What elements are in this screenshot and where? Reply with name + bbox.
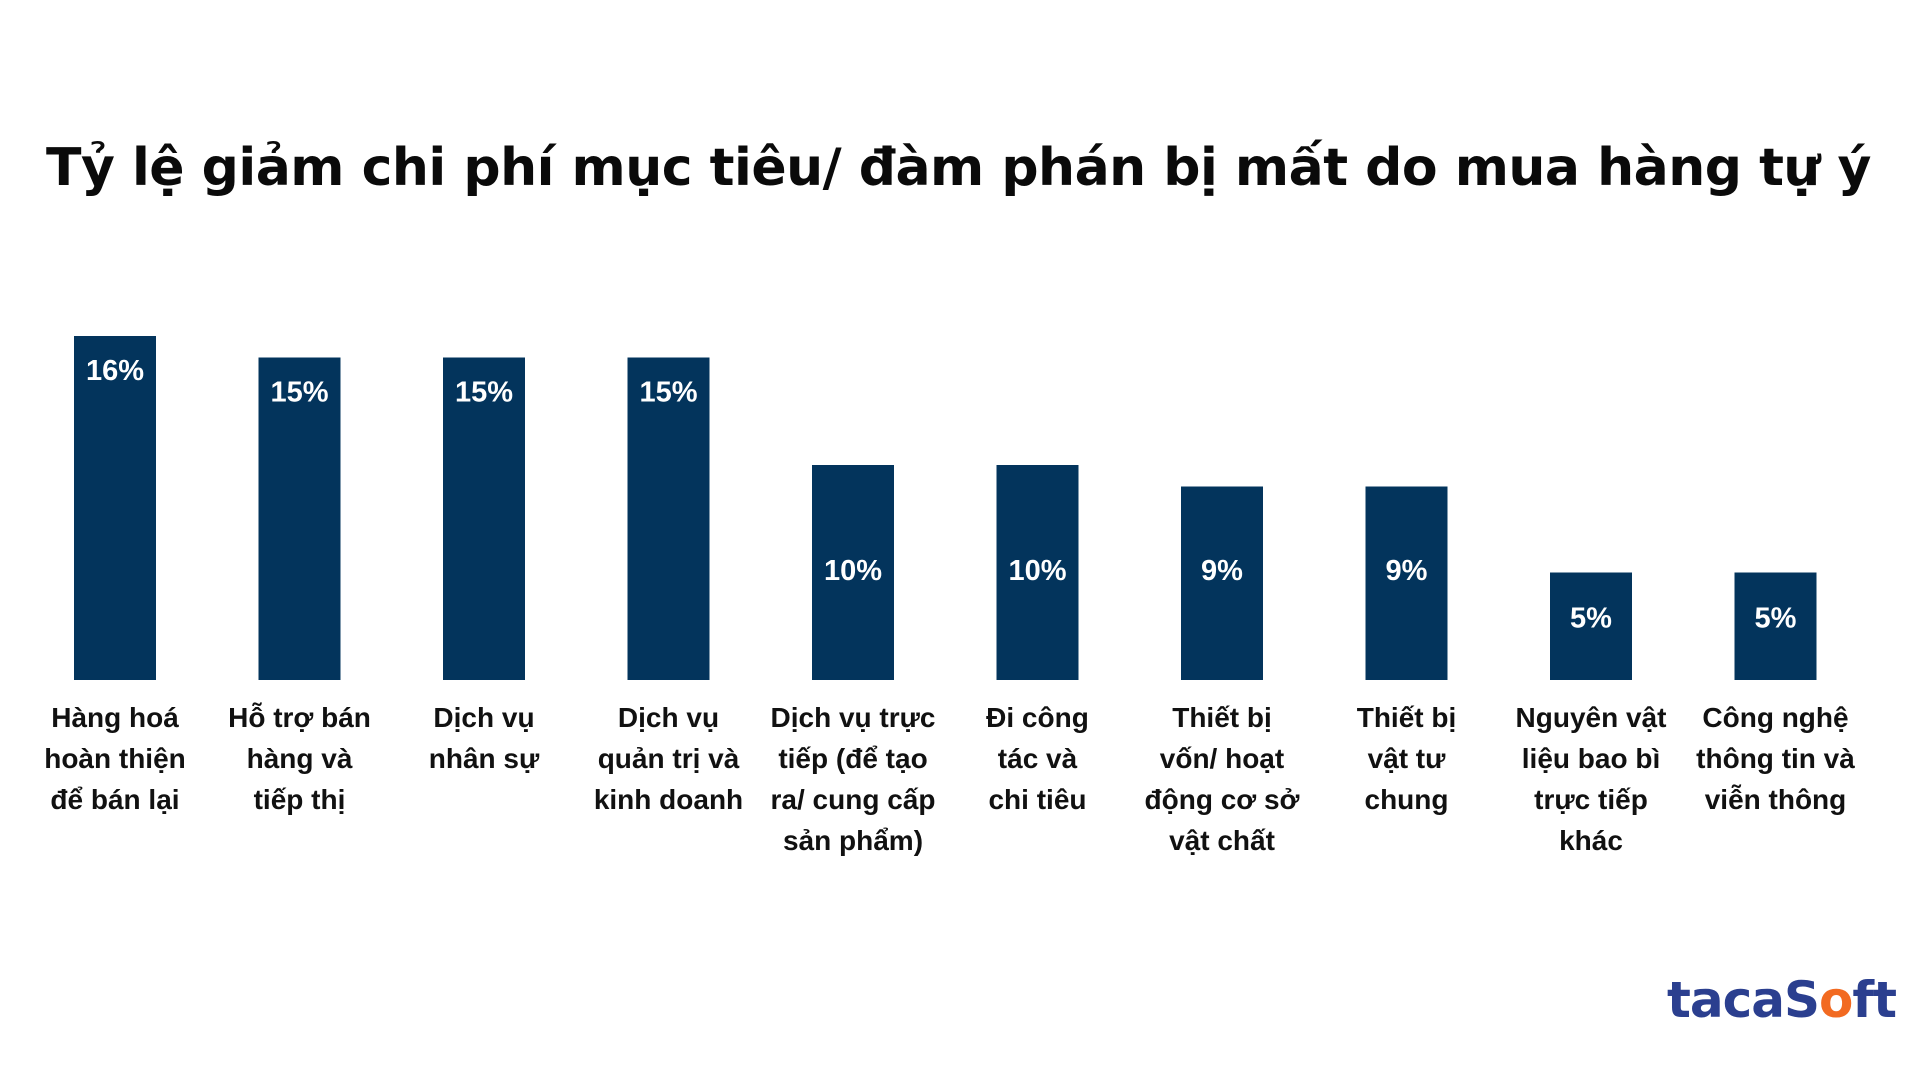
bar-1 [74,336,156,680]
category-label-6: Đi công tác và chi tiêu [986,702,1089,815]
bar-2 [258,357,341,680]
category-label-7: Thiết bị vốn/ hoạt động cơ sở vật chất [1145,702,1300,856]
bar-9 [1550,572,1632,680]
bar-value-label-1: 16% [86,355,144,387]
category-label-3: Dịch vụ nhân sự [429,702,540,774]
bar-6 [996,465,1079,680]
bar-value-label-9: 5% [1570,603,1612,635]
bar-3 [443,357,525,680]
category-label-9: Nguyên vật liệu bao bì trực tiếp khác [1516,702,1667,856]
bar-value-label-5: 10% [824,555,882,587]
category-label-8: Thiết bị vật tư chung [1357,702,1457,815]
category-label-4: Dịch vụ quản trị và kinh doanh [594,702,743,815]
bar-value-label-4: 15% [639,377,697,409]
bar-value-label-3: 15% [455,377,513,409]
bar-value-label-10: 5% [1755,603,1797,635]
bar-7 [1181,486,1263,680]
category-label-10: Công nghệ thông tin và viễn thông [1696,702,1855,815]
bar-8 [1365,486,1448,680]
bar-value-label-2: 15% [270,377,328,409]
bar-value-label-8: 9% [1386,555,1428,587]
category-label-2: Hỗ trợ bán hàng và tiếp thị [228,702,371,815]
bar-value-label-6: 10% [1008,555,1066,587]
bar-10 [1734,572,1817,680]
bar-value-label-7: 9% [1201,555,1243,587]
category-label-1: Hàng hoá hoàn thiện để bán lại [44,702,186,815]
bar-5 [812,465,894,680]
category-label-5: Dịch vụ trực tiếp (để tạo ra/ cung cấp sản … [771,702,936,856]
chart-title: Tỷ lệ giảm chi phí mục tiêu/ đàm phán bị… [46,138,1871,198]
bar-4 [627,357,710,680]
tacasoft-logo: tacaSoft [1666,971,1897,1029]
